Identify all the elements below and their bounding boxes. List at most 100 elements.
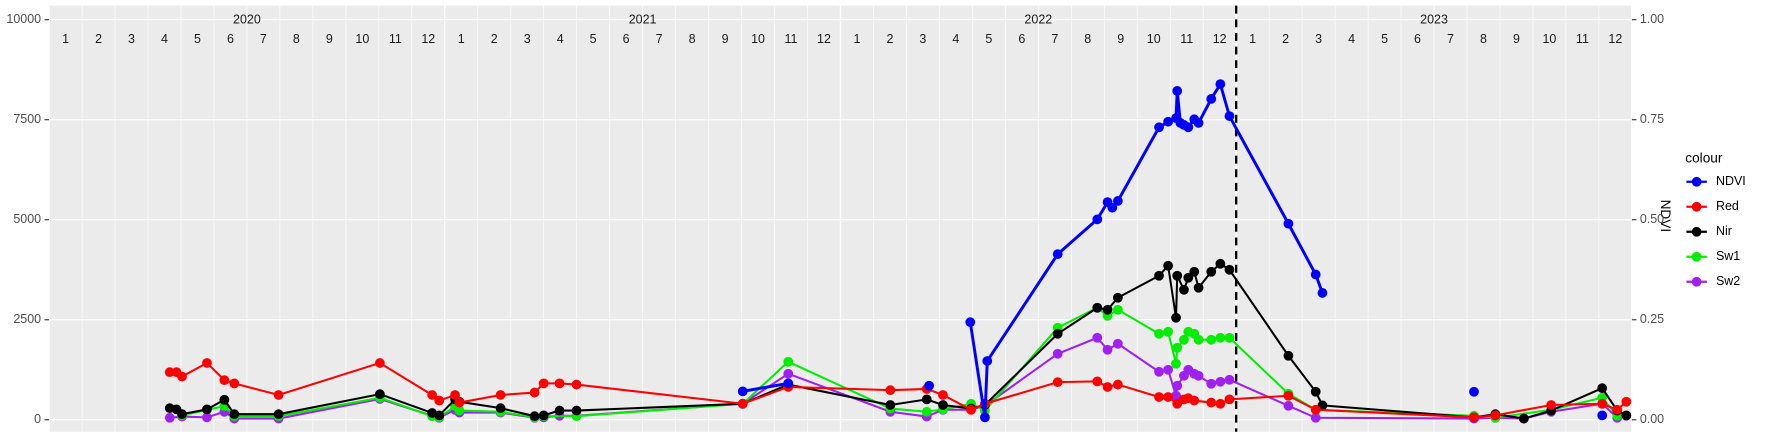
year-label: 2022 xyxy=(1024,13,1052,27)
point xyxy=(1206,397,1217,408)
point xyxy=(1206,94,1217,104)
point xyxy=(1224,374,1235,385)
legend-label: NDVI xyxy=(1716,174,1746,188)
point xyxy=(1469,386,1479,397)
y2-tick-label: 0.50 xyxy=(1640,212,1664,226)
legend-swatch xyxy=(1691,276,1702,287)
legend-label: Red xyxy=(1716,199,1739,213)
point xyxy=(1179,334,1189,345)
point xyxy=(1102,344,1113,355)
point xyxy=(1215,332,1226,343)
point xyxy=(529,387,540,398)
point xyxy=(1172,380,1183,391)
point xyxy=(219,375,230,386)
point xyxy=(375,389,385,400)
month-label: 4 xyxy=(161,32,168,46)
point xyxy=(538,410,549,421)
month-label: 7 xyxy=(1051,32,1058,46)
y-tick-label: 7500 xyxy=(13,112,41,126)
month-label: 4 xyxy=(952,32,959,46)
month-label: 9 xyxy=(722,32,729,46)
point xyxy=(885,385,896,396)
month-label: 6 xyxy=(1414,32,1421,46)
point xyxy=(1163,260,1174,271)
point xyxy=(1206,378,1217,389)
month-label: 4 xyxy=(1348,32,1355,46)
month-label: 9 xyxy=(326,32,333,46)
year-label: 2023 xyxy=(1420,13,1448,27)
point xyxy=(921,406,932,417)
point xyxy=(1206,334,1217,345)
month-label: 7 xyxy=(1447,32,1454,46)
point xyxy=(495,403,506,414)
point xyxy=(980,412,990,423)
legend-swatch xyxy=(1691,251,1702,262)
month-label: 10 xyxy=(1542,32,1556,46)
point xyxy=(434,410,445,421)
point xyxy=(554,405,565,416)
point xyxy=(1092,332,1103,343)
point xyxy=(1163,392,1174,402)
point xyxy=(1112,292,1123,303)
point xyxy=(938,400,948,410)
point xyxy=(1052,249,1063,260)
point xyxy=(375,358,385,368)
month-label: 1 xyxy=(1249,32,1256,46)
point xyxy=(1206,266,1217,277)
point xyxy=(1154,392,1164,402)
legend-label: Nir xyxy=(1716,224,1732,238)
point xyxy=(1283,400,1294,411)
month-label: 2 xyxy=(1282,32,1289,46)
point xyxy=(1283,218,1294,229)
point xyxy=(885,400,896,410)
y2-tick-label: 0.00 xyxy=(1640,412,1664,426)
point xyxy=(1310,404,1321,415)
month-label: 7 xyxy=(260,32,267,46)
month-label: 2 xyxy=(491,32,498,46)
point xyxy=(1224,111,1235,121)
month-label: 8 xyxy=(1480,32,1487,46)
point xyxy=(1189,395,1200,406)
point xyxy=(924,380,935,391)
point xyxy=(454,405,465,416)
point xyxy=(1215,376,1226,387)
point xyxy=(1215,398,1226,409)
month-label: 11 xyxy=(1576,32,1589,46)
point xyxy=(1597,383,1608,394)
point xyxy=(202,404,212,415)
point xyxy=(1490,410,1501,421)
month-label: 3 xyxy=(1315,32,1322,46)
point xyxy=(1052,348,1063,359)
point xyxy=(1183,272,1194,283)
point xyxy=(966,404,976,415)
point xyxy=(177,371,187,382)
point xyxy=(1154,366,1164,377)
month-label: 10 xyxy=(1147,32,1161,46)
month-label: 5 xyxy=(590,32,597,46)
point xyxy=(1283,350,1294,361)
month-label: 9 xyxy=(1117,32,1124,46)
month-label: 9 xyxy=(1513,32,1520,46)
month-label: 1 xyxy=(62,32,69,46)
point xyxy=(1172,342,1183,353)
month-label: 10 xyxy=(355,32,369,46)
point xyxy=(1317,288,1328,298)
point xyxy=(783,378,794,389)
point xyxy=(1224,394,1235,405)
point xyxy=(164,412,175,423)
point xyxy=(273,409,284,420)
month-label: 6 xyxy=(1018,32,1025,46)
point xyxy=(1612,404,1623,415)
y-tick-label: 5000 xyxy=(13,212,41,226)
point xyxy=(1171,312,1181,323)
point xyxy=(1215,258,1226,269)
point xyxy=(1112,304,1123,315)
point xyxy=(273,390,284,400)
point xyxy=(1546,400,1557,410)
point xyxy=(982,356,993,366)
point xyxy=(1518,413,1529,424)
point xyxy=(1283,390,1294,401)
legend-swatch xyxy=(1691,201,1702,212)
point xyxy=(1154,328,1164,339)
